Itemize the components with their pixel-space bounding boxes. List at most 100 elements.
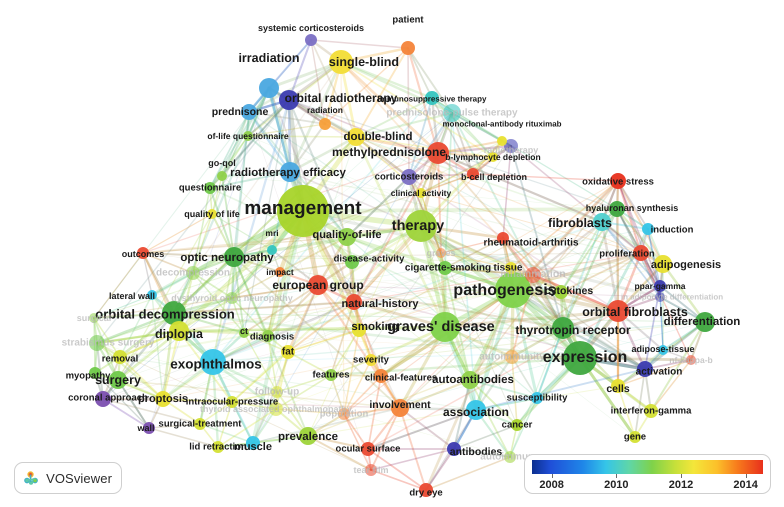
- network-node[interactable]: [269, 402, 283, 416]
- network-node[interactable]: [345, 255, 359, 269]
- network-node[interactable]: [695, 312, 715, 332]
- network-node[interactable]: [374, 369, 388, 383]
- network-node[interactable]: [329, 50, 353, 74]
- network-node[interactable]: [443, 104, 461, 122]
- network-node[interactable]: [495, 272, 531, 308]
- network-node[interactable]: [194, 418, 206, 430]
- network-node[interactable]: [401, 169, 417, 185]
- network-node[interactable]: [277, 185, 329, 237]
- network-node[interactable]: [552, 317, 574, 339]
- network-node[interactable]: [609, 201, 625, 217]
- network-node[interactable]: [113, 350, 127, 364]
- network-node[interactable]: [137, 247, 149, 259]
- network-node[interactable]: [629, 431, 641, 443]
- network-node[interactable]: [361, 442, 375, 456]
- network-node[interactable]: [200, 349, 226, 375]
- network-node[interactable]: [504, 139, 518, 153]
- network-node[interactable]: [246, 436, 260, 450]
- network-node[interactable]: [325, 369, 337, 381]
- network-node[interactable]: [241, 104, 257, 120]
- network-node[interactable]: [239, 328, 249, 338]
- network-node[interactable]: [447, 442, 461, 456]
- network-node[interactable]: [143, 422, 155, 434]
- network-node[interactable]: [338, 408, 350, 420]
- network-node[interactable]: [633, 245, 649, 261]
- node-layer[interactable]: [89, 34, 715, 497]
- network-node[interactable]: [391, 399, 409, 417]
- network-node[interactable]: [305, 34, 317, 46]
- network-node[interactable]: [466, 400, 486, 420]
- network-node[interactable]: [436, 248, 446, 258]
- network-node[interactable]: [155, 391, 171, 407]
- network-node[interactable]: [147, 290, 157, 300]
- network-node[interactable]: [654, 280, 666, 292]
- network-node[interactable]: [637, 361, 653, 377]
- network-node[interactable]: [461, 371, 479, 389]
- network-node[interactable]: [686, 355, 696, 365]
- network-node[interactable]: [505, 262, 517, 274]
- vosviewer-badge[interactable]: VOSviewer: [14, 462, 122, 494]
- network-node[interactable]: [338, 228, 356, 246]
- network-node[interactable]: [658, 345, 668, 355]
- network-node[interactable]: [438, 261, 452, 275]
- network-node[interactable]: [511, 419, 523, 431]
- network-node[interactable]: [416, 188, 426, 198]
- network-node[interactable]: [654, 255, 672, 273]
- network-node[interactable]: [226, 292, 238, 304]
- network-node[interactable]: [308, 275, 328, 295]
- network-node[interactable]: [497, 136, 507, 146]
- network-node[interactable]: [401, 41, 415, 55]
- network-node[interactable]: [611, 379, 625, 393]
- network-node[interactable]: [319, 118, 331, 130]
- network-node[interactable]: [259, 78, 279, 98]
- network-node[interactable]: [89, 313, 99, 323]
- network-node[interactable]: [281, 345, 295, 359]
- network-node[interactable]: [280, 162, 300, 182]
- network-node[interactable]: [430, 312, 460, 342]
- network-node[interactable]: [347, 128, 365, 146]
- network-node[interactable]: [365, 354, 377, 366]
- network-node[interactable]: [505, 350, 519, 364]
- network-node[interactable]: [169, 321, 189, 341]
- network-node[interactable]: [109, 371, 127, 389]
- network-node[interactable]: [89, 335, 105, 351]
- network-node[interactable]: [365, 464, 377, 476]
- network-node[interactable]: [275, 267, 285, 277]
- network-node[interactable]: [531, 392, 543, 404]
- network-node[interactable]: [279, 90, 299, 110]
- network-node[interactable]: [352, 323, 366, 337]
- network-node[interactable]: [554, 285, 568, 299]
- network-node[interactable]: [525, 267, 541, 283]
- network-node[interactable]: [467, 168, 479, 180]
- network-node[interactable]: [212, 441, 224, 453]
- network-node[interactable]: [497, 232, 509, 244]
- network-node[interactable]: [271, 386, 283, 398]
- network-node[interactable]: [186, 266, 200, 280]
- network-node[interactable]: [226, 396, 238, 408]
- network-node[interactable]: [162, 301, 186, 325]
- network-node[interactable]: [405, 210, 437, 242]
- network-node[interactable]: [419, 483, 433, 497]
- network-node[interactable]: [563, 341, 597, 375]
- network-node[interactable]: [267, 245, 277, 255]
- network-node[interactable]: [644, 404, 658, 418]
- network-node[interactable]: [204, 182, 216, 194]
- network-node[interactable]: [642, 223, 654, 235]
- network-node[interactable]: [488, 152, 498, 162]
- network-node[interactable]: [262, 330, 274, 342]
- network-node[interactable]: [346, 294, 362, 310]
- network-node[interactable]: [217, 171, 227, 181]
- network-node[interactable]: [299, 427, 317, 445]
- network-node[interactable]: [224, 247, 244, 267]
- network-node[interactable]: [425, 91, 439, 105]
- network-node[interactable]: [207, 209, 217, 219]
- network-node[interactable]: [610, 173, 626, 189]
- network-node[interactable]: [89, 367, 101, 379]
- network-node[interactable]: [95, 391, 111, 407]
- network-node[interactable]: [504, 451, 516, 463]
- network-node[interactable]: [243, 131, 253, 141]
- network-node[interactable]: [607, 300, 629, 322]
- network-node[interactable]: [655, 292, 665, 302]
- network-node[interactable]: [593, 213, 611, 231]
